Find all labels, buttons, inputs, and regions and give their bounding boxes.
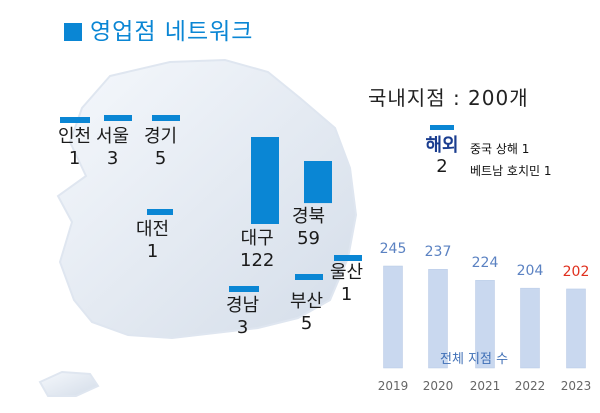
region-bar [152, 115, 180, 121]
overseas-group: 해외 2 [410, 135, 474, 177]
region-name: 서울 [96, 126, 130, 147]
region-count: 122 [240, 250, 275, 271]
history-value-label: 202 [562, 263, 590, 280]
history-bar [566, 288, 586, 369]
region-label: 대구 122 [240, 228, 274, 272]
history-year-label: 2023 [560, 379, 592, 393]
region-bar [304, 161, 332, 204]
overseas-count: 2 [436, 156, 448, 177]
region-count: 1 [340, 284, 353, 305]
region-count: 1 [68, 148, 81, 169]
region-label: 울산 1 [330, 262, 363, 306]
history-bar [428, 269, 448, 369]
korea-mainland [56, 58, 358, 340]
history-year-label: 2022 [514, 379, 546, 393]
region-count: 1 [146, 241, 159, 262]
history-value-label: 224 [471, 255, 499, 272]
history-bar [475, 280, 495, 369]
history-year-label: 2021 [469, 379, 501, 393]
region-name: 대전 [136, 219, 170, 240]
region-name: 경북 [292, 206, 326, 227]
region-label: 대전 1 [136, 219, 169, 263]
region-bar [229, 286, 259, 292]
overseas-marker [430, 125, 454, 130]
region-count: 3 [106, 148, 119, 169]
region-label: 부산 5 [290, 291, 323, 335]
region-name: 경남 [226, 295, 260, 316]
region-bar [251, 137, 279, 224]
jeju-island [38, 370, 100, 397]
region-name: 울산 [330, 262, 364, 283]
overseas-item: 베트남 호치민 1 [470, 164, 552, 178]
region-name: 경기 [144, 126, 178, 147]
region-label: 인천 1 [58, 126, 91, 170]
region-label: 경남 3 [226, 295, 259, 339]
region-name: 인천 [58, 126, 92, 147]
region-count: 5 [154, 148, 167, 169]
history-value-label: 237 [424, 244, 452, 261]
overseas-name: 해외 [425, 135, 459, 156]
region-count: 59 [297, 228, 321, 249]
region-bar [60, 117, 90, 123]
history-value-label: 245 [379, 241, 407, 257]
region-label: 서울 3 [96, 126, 129, 170]
history-caption: 전체 지점 수 [440, 352, 509, 367]
overseas-item: 중국 상해 1 [470, 142, 530, 156]
region-name: 부산 [290, 291, 324, 312]
history-bar [383, 265, 403, 369]
region-name: 대구 [240, 228, 274, 249]
region-bar [147, 209, 173, 215]
region-bar [104, 115, 132, 121]
region-bar [295, 274, 323, 280]
page-title: 영업점 네트워크 [64, 12, 253, 46]
region-label: 경기 5 [144, 126, 177, 170]
domestic-total-label: 국내지점 : 200개 [368, 86, 529, 110]
history-year-label: 2020 [422, 379, 454, 393]
region-label: 경북 59 [292, 206, 325, 250]
region-count: 3 [236, 317, 249, 338]
region-count: 5 [300, 313, 313, 334]
history-year-label: 2019 [377, 379, 409, 393]
region-bar [334, 255, 362, 261]
title-square-icon [64, 23, 82, 41]
history-bar [520, 287, 540, 369]
history-value-label: 204 [516, 263, 544, 280]
